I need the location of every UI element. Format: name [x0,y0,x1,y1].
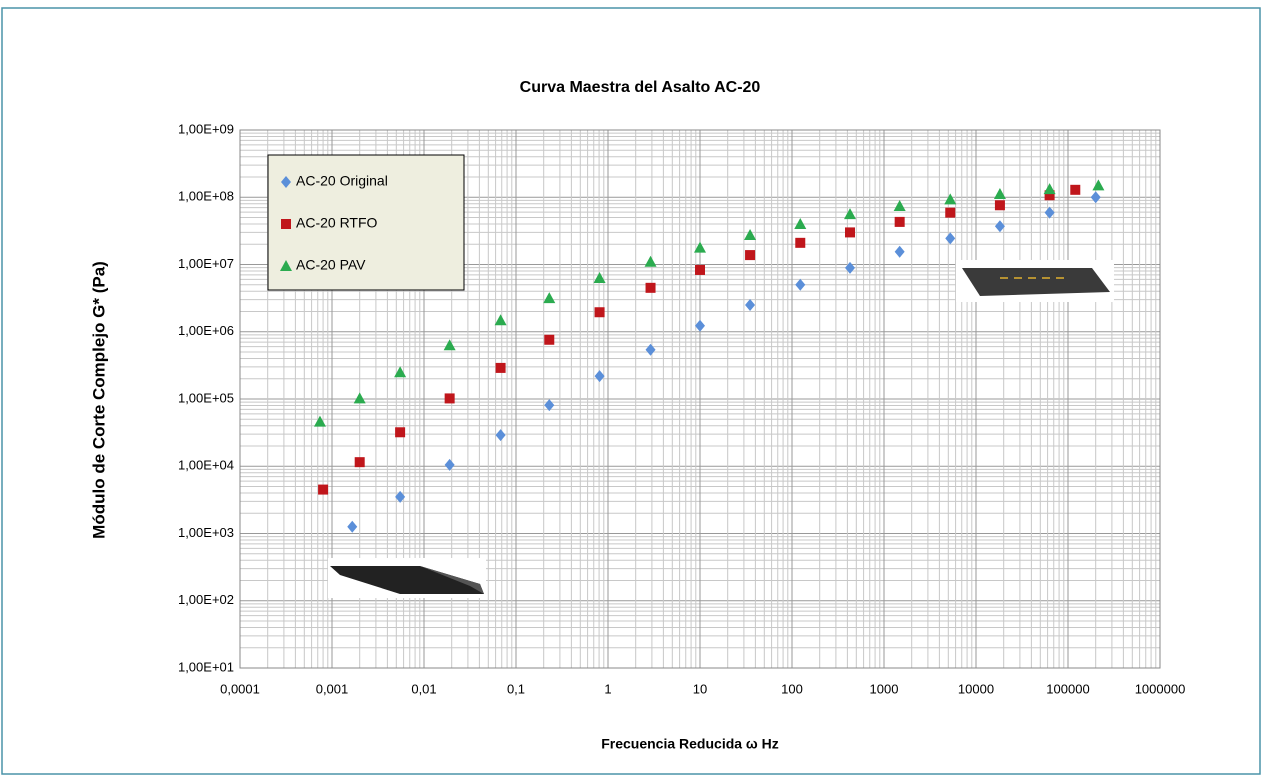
x-tick-label: 1 [604,681,611,696]
marker [843,208,856,220]
legend-label: AC-20 PAV [296,257,366,273]
marker [354,457,365,468]
x-tick-label: 0,1 [507,681,525,696]
legend-label: AC-20 RTFO [296,215,378,231]
marker [444,393,455,404]
frame [1,7,1261,775]
marker [744,228,757,240]
marker [994,220,1005,233]
marker [543,292,556,304]
marker [695,319,705,332]
marker [1044,206,1055,219]
legend-label: AC-20 Original [296,173,388,189]
marker [318,484,329,495]
y-tick-label: 1,00E+03 [178,525,234,540]
y-tick-label: 1,00E+07 [178,256,234,271]
marker [495,362,506,373]
legend-marker [281,219,291,229]
x-tick-label: 0,0001 [220,681,260,696]
marker [594,307,605,318]
marker [443,339,456,351]
marker [945,232,956,245]
marker [1043,183,1056,195]
y-axis-label: Módulo de Corte Complejo G* (Pa) [89,261,108,539]
grid [239,129,1161,669]
x-tick-label: 1000 [870,681,899,696]
marker [994,200,1005,211]
marks [313,179,1105,533]
legend-marker [281,176,291,188]
x-tick-label: 100 [781,681,803,696]
marker [893,200,906,212]
y-tick-label: 1,00E+04 [178,458,234,473]
marker [1090,191,1101,204]
marker [313,415,326,427]
x-tick-label: 100000 [1046,681,1089,696]
marker [894,245,905,258]
marker [795,237,806,248]
x-axis-label: Frecuencia Reducida ω Hz [601,736,779,752]
marker [395,427,406,438]
marker [844,227,855,238]
marker [544,334,555,345]
y-tick-label: 1,00E+01 [178,659,234,674]
marker [394,366,407,378]
legend-marker [280,260,292,271]
y-tick-label: 1,00E+09 [178,121,234,136]
x-tick-label: 10 [693,681,707,696]
marker [347,520,358,533]
marker [795,278,806,291]
marker [544,399,555,412]
marker [594,370,605,383]
marker [844,261,855,274]
marker [1070,184,1081,195]
marker [353,392,366,404]
x-tick-label: 0,01 [411,681,436,696]
marker [745,298,756,311]
marker [993,187,1006,199]
x-tick-label: 0,001 [316,681,349,696]
legend [267,154,465,291]
pavement-image [328,260,1114,598]
marker [395,490,406,503]
y-tick-label: 1,00E+08 [178,189,234,204]
marker [694,241,706,253]
plot-area [239,129,1161,669]
y-tick-label: 1,00E+05 [178,390,234,405]
marker [745,250,756,261]
marker [944,193,957,205]
marker [1092,179,1105,191]
marker [494,314,507,326]
y-tick-label: 1,00E+02 [178,592,234,607]
chart-title: Curva Maestra del Asalto AC-20 [520,79,761,96]
x-tick-label: 10000 [958,681,994,696]
marker [444,458,455,471]
marker [1044,190,1055,201]
marker [645,282,656,293]
marker [495,429,506,442]
x-tick-label: 1000000 [1135,681,1186,696]
y-tick-label: 1,00E+06 [178,323,234,338]
marker [695,264,705,275]
marker [644,255,657,267]
marker [794,218,807,230]
marker [645,343,656,356]
marker [894,216,905,227]
marker [945,207,956,218]
marker [593,271,606,283]
